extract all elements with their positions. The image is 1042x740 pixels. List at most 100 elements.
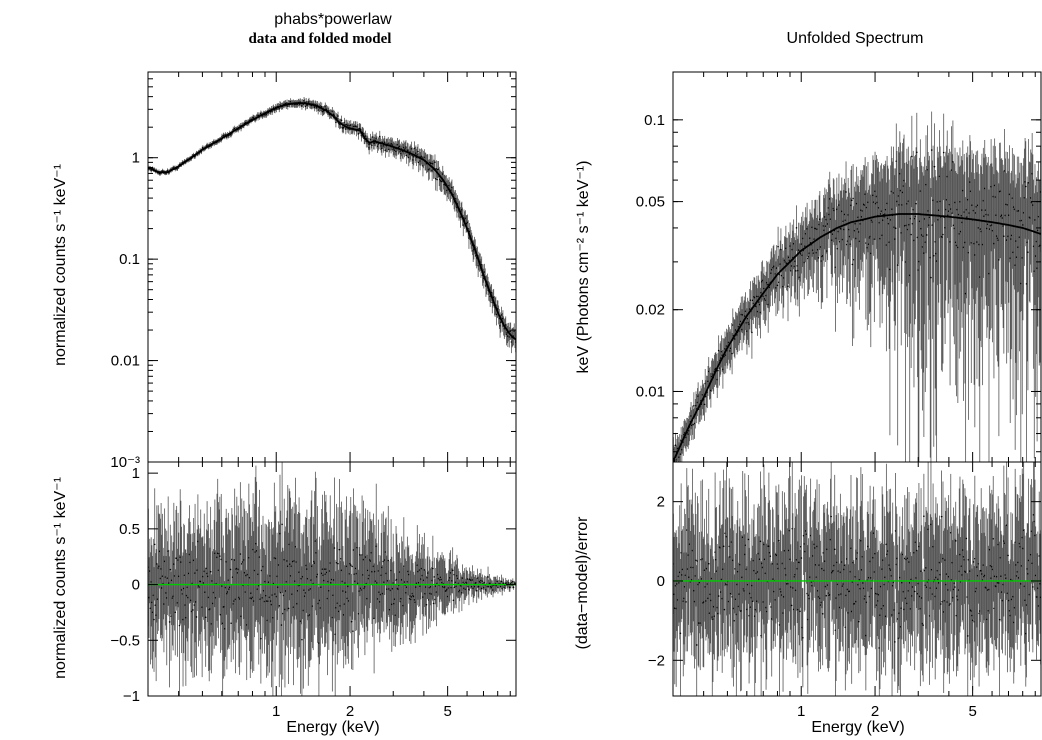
- unfolded-residuals-point-391: [949, 603, 951, 605]
- folded-residuals-panel: −1 −0.5 0 0.5 1 1 2 5: [110, 461, 517, 720]
- left-chart-subtitle: data and folded model: [248, 31, 392, 47]
- folded-ytick-label-2: 0.1: [119, 251, 140, 268]
- folded-residuals-point-287: [350, 620, 353, 623]
- unfolded-point-173: [794, 270, 797, 272]
- unfolded-residuals-point-424: [972, 561, 975, 563]
- unfolded-point-162: [787, 285, 789, 288]
- unfolded-residuals-point-354: [923, 515, 925, 518]
- unfolded-residuals-point-106: [747, 538, 750, 541]
- folded-residuals-point-516: [512, 586, 515, 589]
- unfolded-residuals-point-137: [769, 555, 772, 558]
- unfolded-point-252: [850, 199, 853, 202]
- folded-residuals-point-270: [338, 548, 341, 551]
- folded-residuals-point-464: [475, 590, 478, 592]
- unfolded-residuals-point-72: [723, 608, 726, 611]
- unfolded-point-467: [1003, 235, 1005, 238]
- unfolded-point-501: [1027, 251, 1029, 254]
- unfolded-residuals-point-473: [1007, 554, 1009, 557]
- unfolded-point-44: [703, 403, 706, 406]
- unfolded-model-line: [673, 213, 1041, 462]
- folded-residuals-point-480: [487, 576, 489, 578]
- folded-residuals-ytick-label-0: −1: [123, 688, 140, 705]
- folded-residuals-point-288: [351, 565, 353, 568]
- folded-residuals-point-471: [480, 587, 483, 590]
- unfolded-ytick-label-1: 0.02: [636, 302, 665, 319]
- folded-residuals-ytick-label-3: 0.5: [119, 521, 140, 538]
- folded-residuals-point-268: [337, 562, 339, 565]
- folded-point-316: [371, 144, 373, 146]
- folded-model-line: [148, 102, 516, 341]
- unfolded-residuals-ytick-label-1: 0: [657, 573, 665, 590]
- unfolded-point-254: [852, 197, 854, 200]
- unfolded-point-174: [795, 227, 798, 229]
- unfolded-point-337: [911, 155, 913, 158]
- folded-residuals-point-30: [168, 621, 171, 623]
- folded-residuals-xtick-label-2: 5: [443, 703, 451, 720]
- unfolded-residuals-point-508: [1032, 586, 1034, 588]
- unfolded-residuals-xtick-label-2: 5: [968, 703, 976, 720]
- folded-residuals-point-44: [178, 624, 181, 627]
- folded-residuals-point-403: [432, 602, 435, 605]
- folded-ytick-label-3: 1: [132, 150, 140, 167]
- unfolded-residuals-panel: −2 0 2 1 2 5: [648, 461, 1042, 720]
- unfolded-ytick-label-0: 0.01: [636, 383, 665, 400]
- folded-residuals-point-390: [423, 569, 426, 571]
- unfolded-residuals-point-18: [685, 601, 687, 603]
- folded-residuals-point-402: [432, 567, 434, 570]
- folded-point-471: [480, 263, 483, 266]
- folded-point-185: [278, 107, 281, 110]
- folded-frame: [147, 71, 517, 463]
- unfolded-point-148: [777, 245, 779, 248]
- folded-residuals-point-116: [229, 568, 232, 571]
- folded-residuals-point-188: [280, 624, 283, 626]
- unfolded-residuals-point-179: [799, 610, 801, 613]
- unfolded-residuals-point-353: [922, 624, 924, 626]
- left-chart-title: phabs*powerlaw: [274, 11, 392, 28]
- unfolded-residuals-point-10: [679, 632, 682, 635]
- unfolded-residuals-point-86: [733, 619, 736, 622]
- unfolded-point-498: [1024, 185, 1027, 188]
- unfolded-point-343: [915, 202, 917, 205]
- folded-residuals-point-88: [209, 570, 212, 573]
- unfolded-residuals-point-341: [913, 590, 916, 593]
- unfolded-point-10: [679, 453, 682, 455]
- unfolded-residuals-xtick-label-0: 1: [797, 703, 805, 720]
- unfolded-residuals-point-33: [695, 644, 698, 646]
- unfolded-residuals-point-211: [821, 612, 824, 615]
- folded-residuals-data-layer: [148, 462, 516, 696]
- unfolded-point-314: [894, 227, 897, 230]
- unfolded-residuals-data-layer: [673, 462, 1041, 696]
- folded-residuals-xtick-label-0: 1: [272, 703, 280, 720]
- unfolded-residuals-frame: [672, 461, 1042, 697]
- folded-residuals-point-431: [452, 599, 455, 602]
- unfolded-point-382: [942, 151, 945, 154]
- left-xlabel: Energy (keV): [286, 719, 380, 736]
- folded-point-405: [434, 161, 436, 164]
- folded-point-512: [509, 330, 512, 332]
- folded-ytick-label-0: 10⁻³: [110, 454, 140, 471]
- unfolded-residuals-point-399: [954, 540, 957, 542]
- right-xlabel: Energy (keV): [811, 719, 905, 736]
- unfolded-point-244: [845, 191, 847, 193]
- unfolded-residuals-point-414: [965, 537, 968, 540]
- folded-residuals-point-263: [333, 547, 336, 549]
- unfolded-point-317: [896, 264, 899, 266]
- unfolded-residuals-point-262: [857, 620, 860, 623]
- unfolded-residuals-point-223: [830, 515, 832, 518]
- folded-point-222: [304, 105, 307, 108]
- folded-residuals-point-217: [301, 638, 303, 641]
- folded-data-layer: [148, 96, 516, 354]
- unfolded-residuals-point-379: [940, 515, 943, 518]
- folded-residuals-ytick-label-4: 1: [132, 465, 140, 482]
- folded-residuals-point-515: [512, 580, 514, 583]
- folded-residuals-point-185: [278, 605, 281, 607]
- unfolded-ytick-label-2: 0.05: [636, 194, 665, 211]
- unfolded-residuals-point-378: [940, 603, 942, 605]
- folded-residuals-point-393: [425, 603, 428, 606]
- unfolded-panel: 0.01 0.02 0.05 0.1: [636, 71, 1042, 463]
- unfolded-residuals-ytick-label-0: −2: [648, 652, 665, 669]
- folded-ytick-label-1: 0.01: [111, 353, 140, 370]
- unfolded-residuals-point-181: [800, 557, 803, 559]
- folded-residuals-point-404: [433, 576, 436, 578]
- folded-residuals-ytick-label-2: 0: [132, 577, 140, 594]
